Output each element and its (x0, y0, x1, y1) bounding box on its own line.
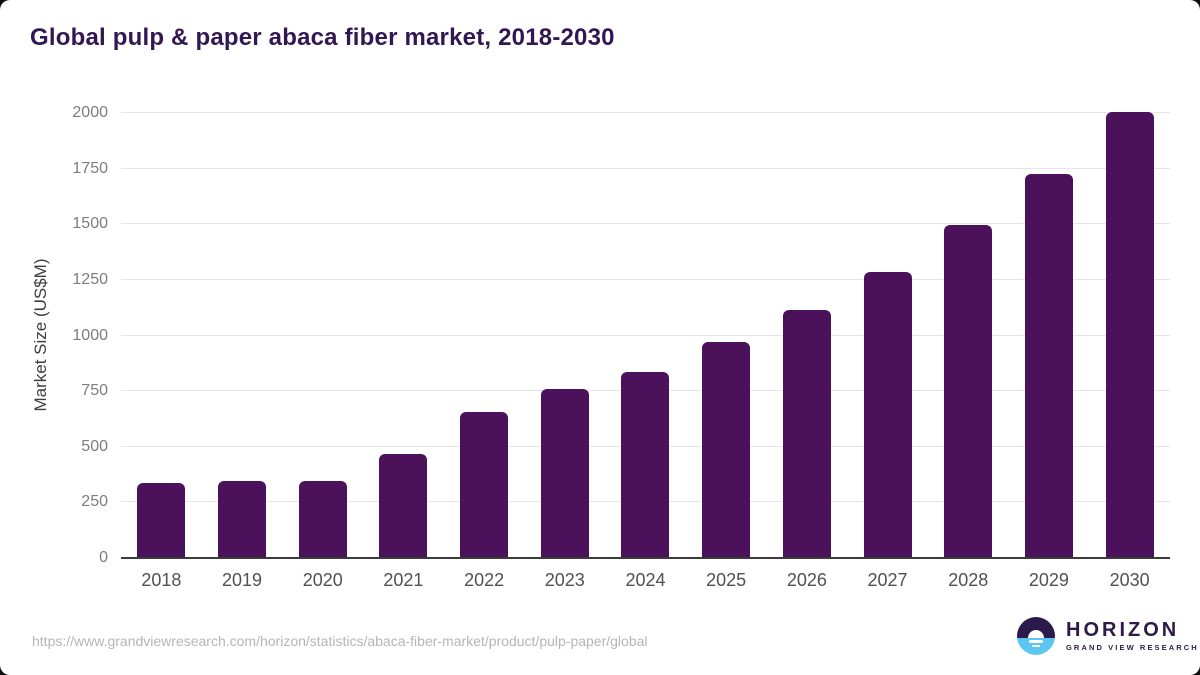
x-tick-label: 2026 (786, 570, 827, 590)
gridline (121, 112, 1170, 113)
bar-2022 (460, 412, 509, 558)
bar-2018 (137, 482, 186, 558)
bar-2021 (379, 453, 428, 558)
y-tick-label: 1000 (72, 326, 108, 344)
y-tick-label: 750 (81, 382, 108, 400)
logo-subtitle: GRAND VIEW RESEARCH (1066, 643, 1199, 652)
x-tick-label: 2022 (464, 570, 505, 590)
bar-slot (282, 113, 363, 558)
x-tick-label: 2019 (222, 570, 263, 590)
x-tick-label: 2028 (948, 570, 989, 590)
bar-slot (524, 113, 605, 558)
x-tick-label: 2029 (1028, 570, 1069, 590)
bar-slot (363, 113, 444, 558)
bar-2026 (782, 309, 831, 558)
source-url: https://www.grandviewresearch.com/horizo… (32, 633, 648, 649)
x-tick-label: 2023 (544, 570, 585, 590)
x-axis-labels: 2018 2019 2020 2021 2022 2023 2024 2025 2026 2027… (121, 570, 1170, 591)
bar-2027 (863, 271, 912, 558)
bar-2019 (218, 480, 267, 558)
reflection-line (1032, 644, 1040, 647)
bar-2029 (1024, 173, 1073, 558)
y-axis-ticks: 0 250 500 750 1000 1250 1500 1750 2000 (0, 104, 108, 566)
bar-slot (1009, 113, 1090, 558)
reflection-line (1029, 640, 1043, 643)
y-tick-label: 1500 (72, 215, 108, 233)
horizon-sunrise-icon (1017, 617, 1055, 655)
x-tick-label: 2025 (706, 570, 747, 590)
y-tick-label: 1250 (72, 270, 108, 288)
gridline (121, 223, 1170, 225)
y-tick-label: 1750 (72, 159, 108, 177)
bar-slot (121, 113, 202, 558)
sun-shape (1028, 630, 1044, 638)
y-tick-label: 2000 (72, 104, 108, 121)
x-tick-label: 2021 (383, 570, 424, 590)
x-tick-label: 2030 (1109, 570, 1150, 590)
bar-slot (605, 113, 686, 558)
y-tick-label: 250 (81, 493, 108, 511)
bar-slot (767, 113, 848, 558)
logo-name: HORIZON (1066, 619, 1180, 641)
bar-slot (1089, 111, 1170, 558)
y-tick-label: 0 (99, 549, 108, 566)
y-tick-label: 500 (81, 437, 108, 455)
chart-title: Global pulp & paper abaca fiber market, … (30, 24, 615, 51)
x-tick-label: 2024 (625, 570, 666, 590)
bar-slot (202, 113, 283, 558)
bar-2020 (298, 481, 347, 558)
x-tick-label: 2018 (141, 570, 182, 590)
bar-slot (928, 113, 1009, 558)
bar-slot (686, 113, 767, 558)
plot-area (121, 111, 1170, 559)
logo-text: HORIZON GRAND VIEW RESEARCH (1066, 620, 1199, 652)
x-axis-line (121, 557, 1170, 559)
bars (121, 111, 1170, 558)
bar-slot (847, 113, 928, 558)
bar-2025 (702, 342, 751, 558)
gridline (121, 167, 1170, 169)
gridline (121, 278, 1170, 280)
gridline (121, 334, 1170, 336)
horizon-logo: HORIZON GRAND VIEW RESEARCH (1017, 617, 1199, 655)
bar-2023 (540, 388, 589, 558)
bar-slot (444, 113, 525, 558)
x-tick-label: 2027 (867, 570, 908, 590)
bar-2024 (621, 371, 670, 558)
bar-2030 (1105, 111, 1154, 558)
x-tick-label: 2020 (302, 570, 343, 590)
bar-2028 (944, 225, 993, 558)
